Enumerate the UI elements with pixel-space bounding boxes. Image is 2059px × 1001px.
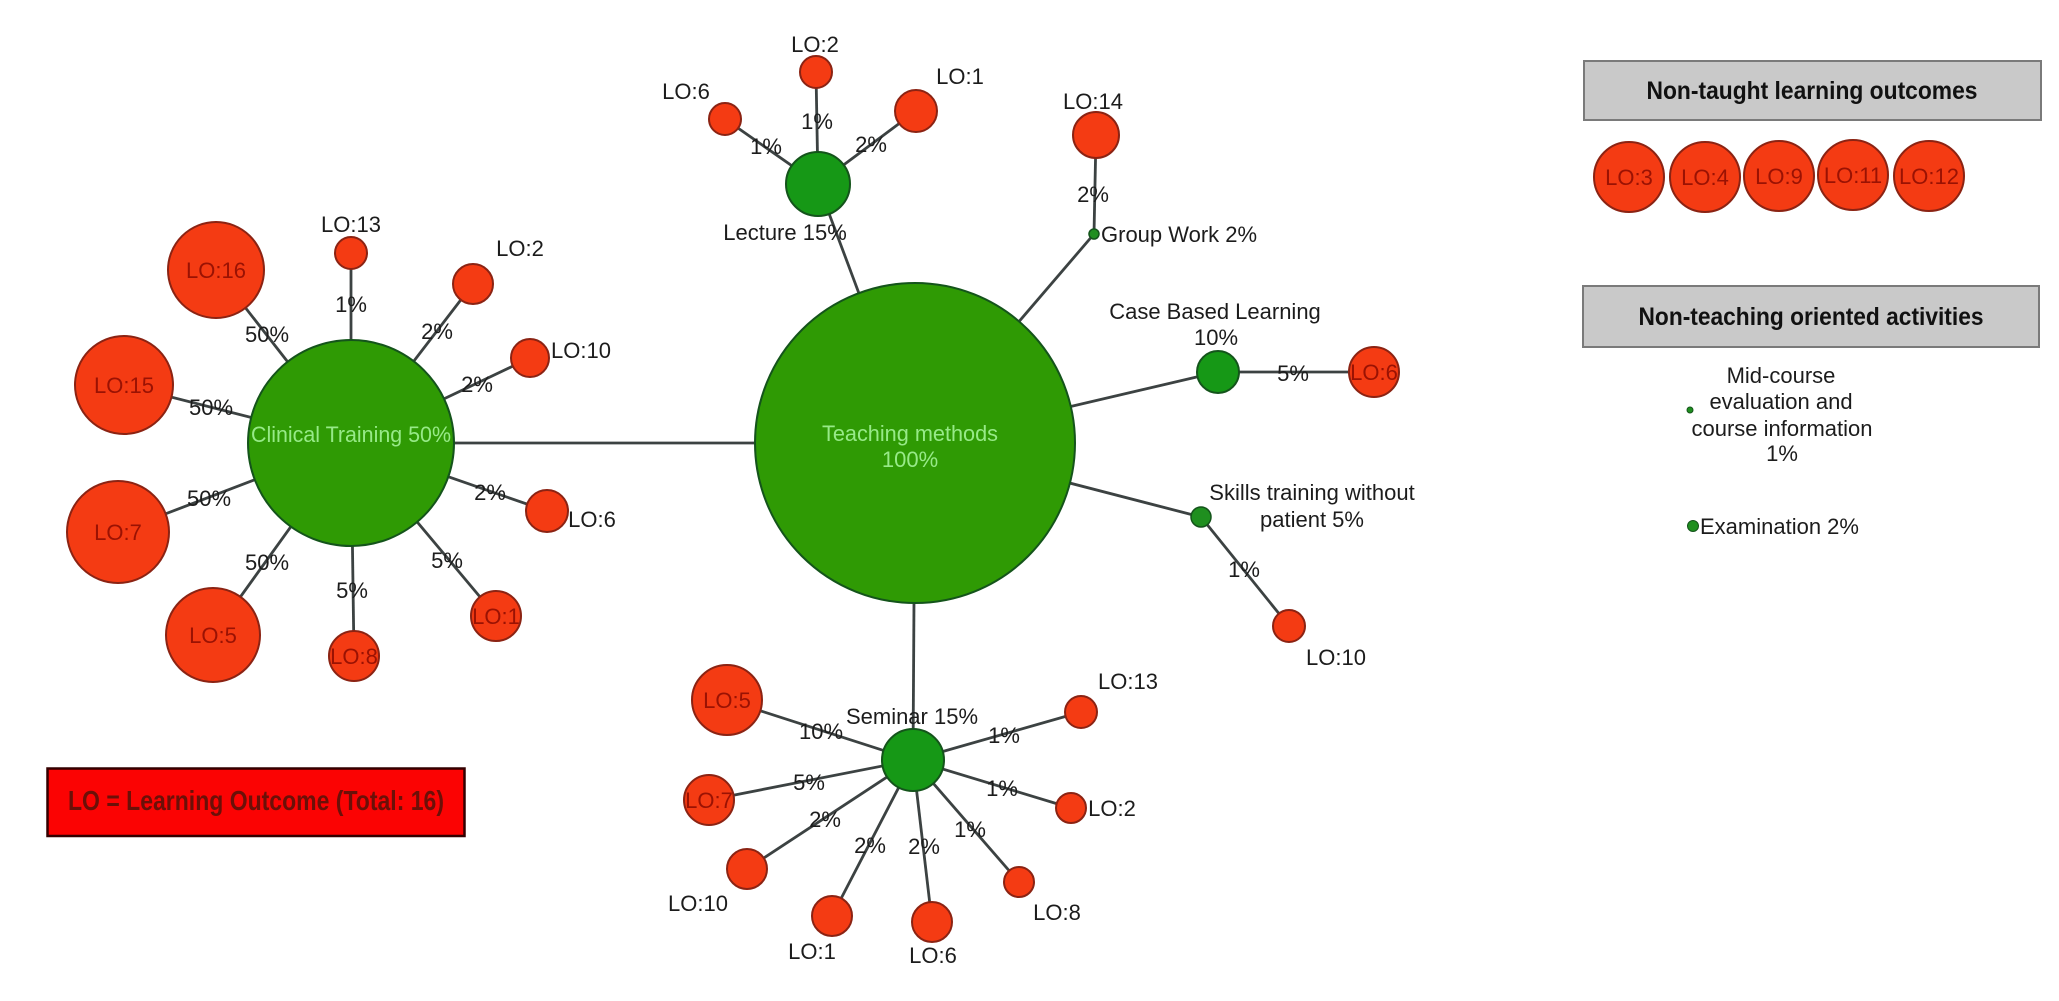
svg-text:1%: 1%	[1766, 441, 1798, 466]
svg-text:LO:1: LO:1	[472, 604, 520, 629]
svg-text:1%: 1%	[750, 134, 782, 159]
svg-text:1%: 1%	[335, 292, 367, 317]
svg-text:1%: 1%	[801, 109, 833, 134]
svg-text:2%: 2%	[855, 132, 887, 157]
svg-text:2%: 2%	[1077, 182, 1109, 207]
svg-text:10%: 10%	[1194, 325, 1238, 350]
svg-text:1%: 1%	[988, 723, 1020, 748]
svg-text:LO:6: LO:6	[662, 79, 710, 104]
svg-text:LO:2: LO:2	[791, 32, 839, 57]
svg-text:100%: 100%	[882, 447, 938, 472]
svg-text:LO:5: LO:5	[189, 623, 237, 648]
svg-text:Skills training without: Skills training without	[1209, 480, 1414, 505]
svg-text:5%: 5%	[336, 578, 368, 603]
svg-text:LO:6: LO:6	[909, 943, 957, 968]
svg-text:Non-taught learning outcomes: Non-taught learning outcomes	[1647, 77, 1978, 105]
svg-text:2%: 2%	[908, 834, 940, 859]
svg-text:LO:5: LO:5	[703, 688, 751, 713]
svg-text:LO:10: LO:10	[551, 338, 611, 363]
svg-text:LO:7: LO:7	[685, 788, 733, 813]
svg-text:LO:2: LO:2	[496, 236, 544, 261]
svg-text:LO:2: LO:2	[1088, 796, 1136, 821]
svg-text:Teaching methods: Teaching methods	[822, 421, 998, 446]
svg-text:Mid-course: Mid-course	[1727, 363, 1836, 388]
svg-text:50%: 50%	[245, 322, 289, 347]
svg-text:1%: 1%	[954, 817, 986, 842]
svg-text:LO:8: LO:8	[330, 644, 378, 669]
svg-text:Clinical Training 50%: Clinical Training 50%	[251, 422, 451, 447]
svg-text:patient 5%: patient 5%	[1260, 507, 1364, 532]
svg-text:5%: 5%	[1277, 361, 1309, 386]
svg-text:2%: 2%	[421, 319, 453, 344]
svg-text:5%: 5%	[793, 770, 825, 795]
svg-text:1%: 1%	[1228, 557, 1260, 582]
svg-text:LO:4: LO:4	[1681, 165, 1729, 190]
svg-text:50%: 50%	[187, 486, 231, 511]
svg-text:2%: 2%	[461, 372, 493, 397]
svg-text:evaluation and: evaluation and	[1709, 389, 1852, 414]
svg-text:LO:1: LO:1	[936, 64, 984, 89]
svg-text:LO:6: LO:6	[1350, 360, 1398, 385]
svg-text:LO:8: LO:8	[1033, 900, 1081, 925]
svg-text:LO:12: LO:12	[1899, 164, 1959, 189]
svg-text:Group Work 2%: Group Work 2%	[1101, 222, 1257, 247]
svg-text:LO:16: LO:16	[186, 258, 246, 283]
svg-text:LO:6: LO:6	[568, 507, 616, 532]
svg-text:2%: 2%	[474, 480, 506, 505]
svg-text:Non-teaching oriented activiti: Non-teaching oriented activities	[1639, 303, 1984, 331]
svg-text:2%: 2%	[854, 833, 886, 858]
svg-text:LO = Learning Outcome (Total:: LO = Learning Outcome (Total: 16)	[68, 785, 444, 816]
svg-text:LO:1: LO:1	[788, 939, 836, 964]
svg-text:1%: 1%	[986, 776, 1018, 801]
svg-text:LO:10: LO:10	[668, 891, 728, 916]
svg-text:LO:15: LO:15	[94, 373, 154, 398]
svg-text:LO:3: LO:3	[1605, 165, 1653, 190]
svg-text:Examination 2%: Examination 2%	[1700, 514, 1859, 539]
svg-text:5%: 5%	[431, 548, 463, 573]
svg-text:LO:13: LO:13	[321, 212, 381, 237]
svg-text:Case Based Learning: Case Based Learning	[1109, 299, 1321, 324]
svg-text:LO:9: LO:9	[1755, 164, 1803, 189]
svg-text:50%: 50%	[245, 550, 289, 575]
svg-text:10%: 10%	[799, 719, 843, 744]
svg-text:LO:13: LO:13	[1098, 669, 1158, 694]
svg-text:LO:11: LO:11	[1824, 163, 1882, 188]
svg-text:LO:10: LO:10	[1306, 645, 1366, 670]
svg-text:2%: 2%	[809, 807, 841, 832]
svg-text:LO:7: LO:7	[94, 520, 142, 545]
svg-text:LO:14: LO:14	[1063, 89, 1123, 114]
svg-text:Seminar 15%: Seminar 15%	[846, 704, 978, 729]
svg-text:50%: 50%	[189, 395, 233, 420]
svg-text:course information: course information	[1692, 416, 1873, 441]
svg-text:Lecture 15%: Lecture 15%	[723, 220, 847, 245]
